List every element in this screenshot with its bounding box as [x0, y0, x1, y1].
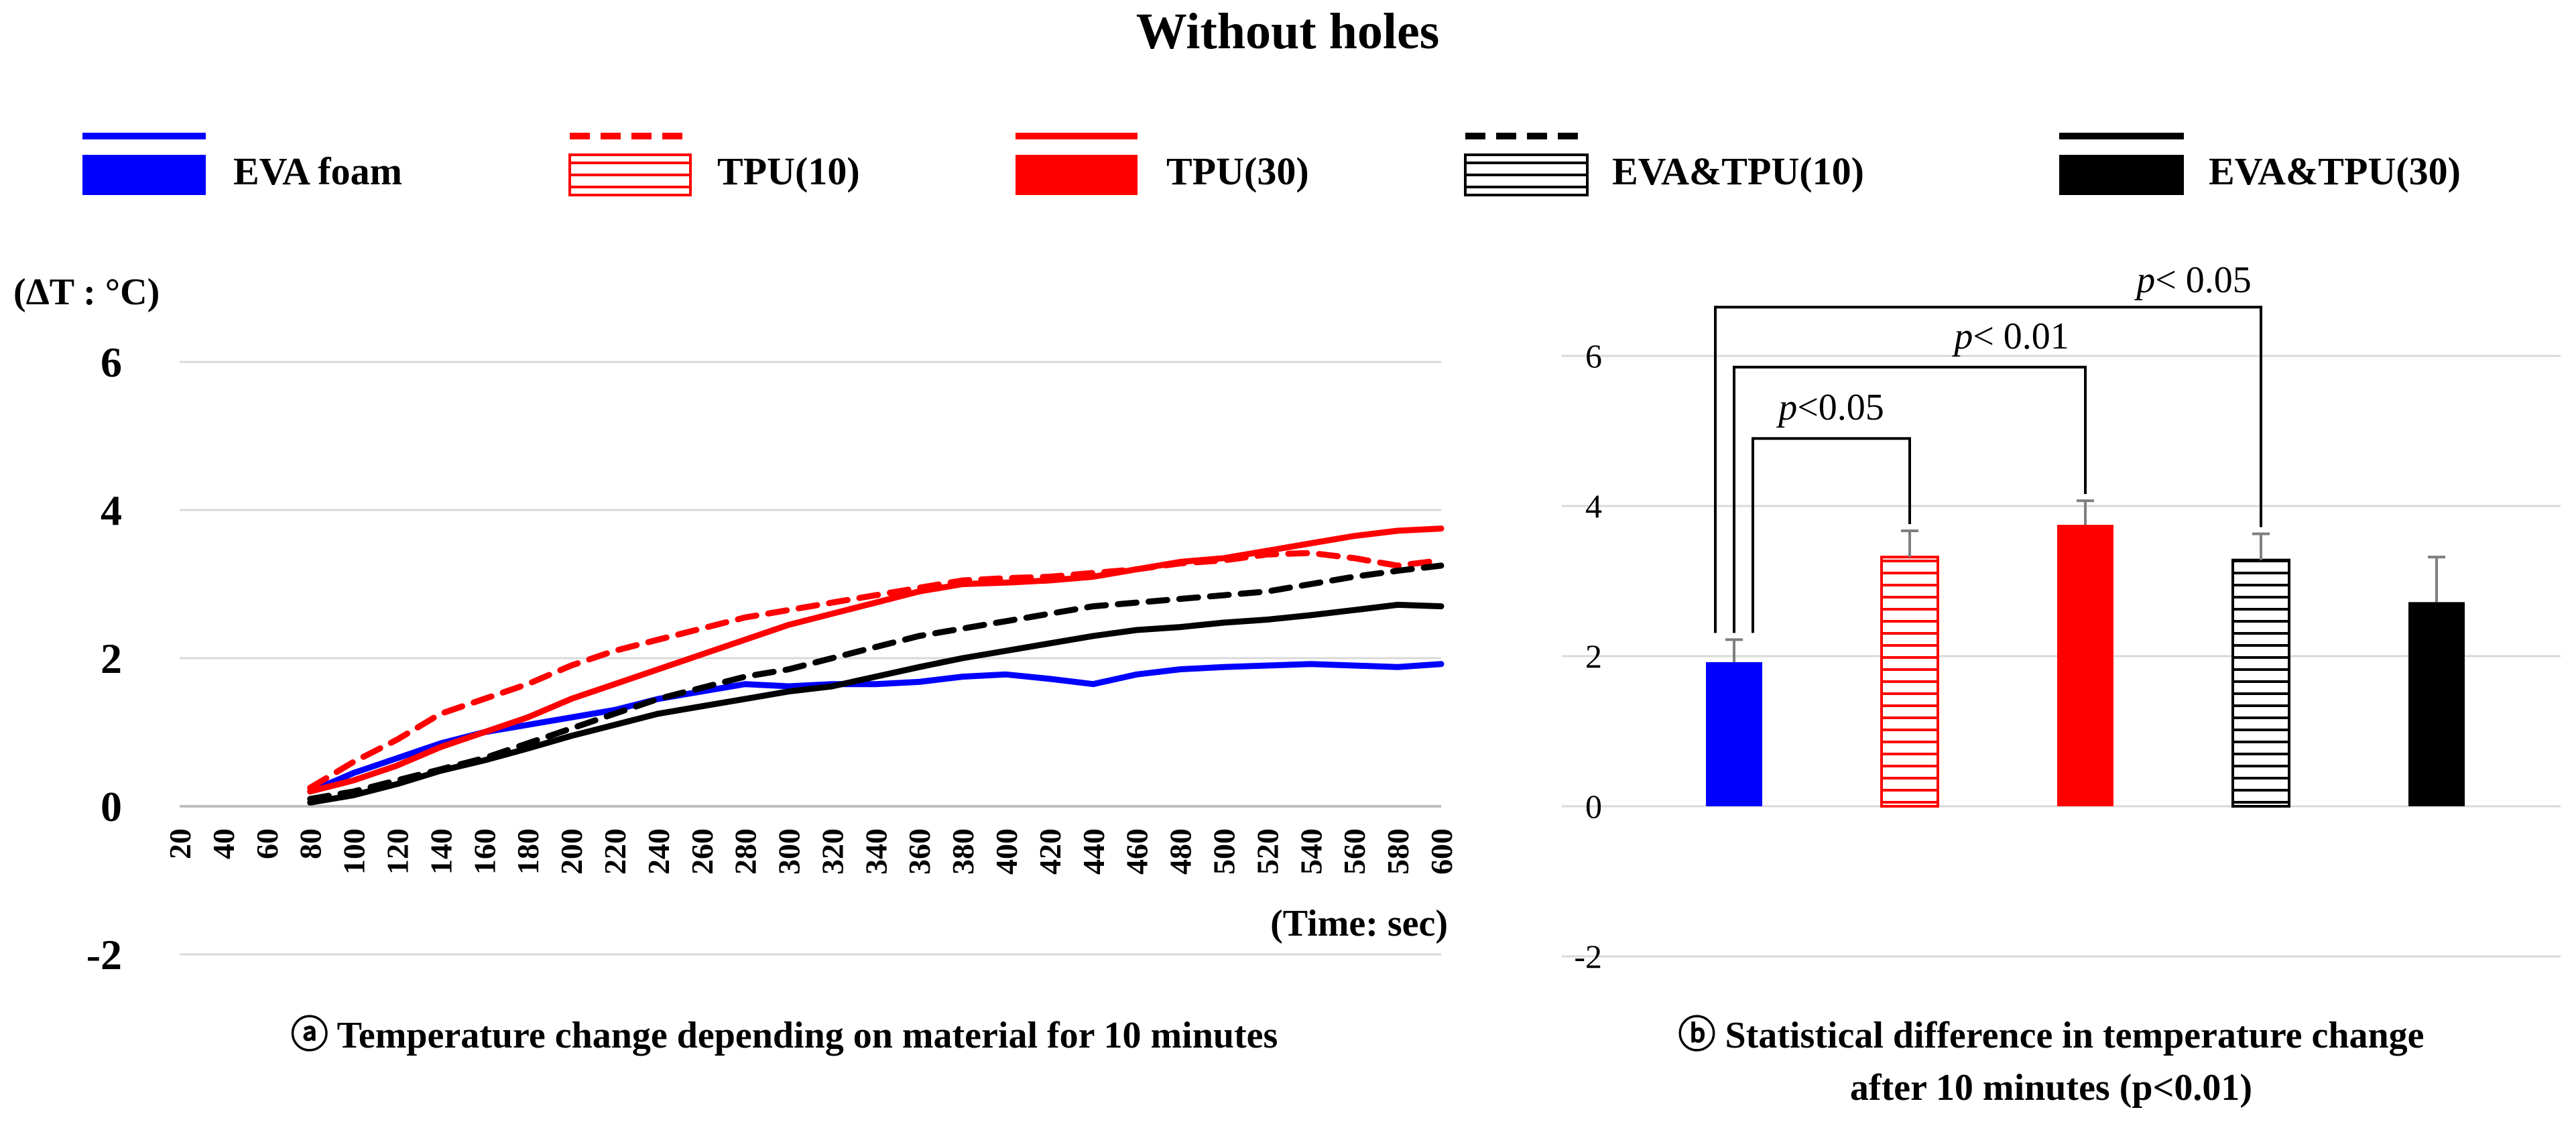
x-tick-label: 60: [250, 828, 284, 859]
line-chart-y-label: (ΔT : °C): [13, 271, 160, 313]
series-line-eva-foam: [307, 661, 1445, 795]
legend-label: TPU(30): [1166, 149, 1309, 193]
x-tick-label: 400: [989, 828, 1024, 875]
significance-bracket: p< 0.01: [1733, 316, 2087, 633]
series-line-eva-tpu-10: [307, 562, 1445, 802]
x-tick-label: 440: [1077, 828, 1111, 875]
x-tick-label: 180: [511, 828, 545, 875]
figure-title: Without holes: [1136, 3, 1440, 60]
y-tick-label: 6: [101, 338, 122, 386]
line-chart-y-tick-labels: 6 4 2 0 -2: [86, 338, 122, 979]
line-chart-x-label: (Time: sec): [1270, 903, 1448, 944]
series-line-tpu-30: [307, 525, 1445, 795]
bar-chart-significance-brackets: p<0.05 p< 0.01 p< 0.05: [1714, 259, 2262, 633]
significance-bracket: p< 0.05: [1714, 259, 2262, 633]
line-chart-caption: ⓐ Temperature change depending on materi…: [291, 1015, 1278, 1056]
x-tick-label: 20: [163, 828, 197, 859]
bar-eva-tpu-10: [2231, 558, 2290, 808]
y-tick-label: -2: [86, 931, 122, 979]
line-chart-series: [307, 525, 1445, 806]
bar-eva-foam: [1706, 662, 1762, 806]
x-tick-label: 420: [1033, 828, 1067, 875]
legend-entry-eva-tpu-10: EVA&TPU(10): [1464, 133, 1864, 196]
x-tick-label: 160: [467, 828, 501, 875]
error-bar: [1901, 529, 1918, 558]
y-tick-label: 6: [1585, 337, 1602, 375]
line-chart-gridlines: [180, 361, 1441, 956]
y-tick-label: 4: [1585, 487, 1602, 525]
y-tick-label: 2: [101, 635, 122, 682]
legend-label: EVA&TPU(30): [2209, 149, 2461, 193]
error-bar: [2077, 499, 2094, 525]
significance-bracket: p<0.05: [1752, 387, 1911, 633]
bar-chart-y-tick-labels: 6 4 2 0 -2: [1574, 337, 1602, 975]
y-tick-label: 0: [1585, 788, 1602, 825]
x-tick-label: 380: [946, 828, 980, 875]
y-tick-label: -2: [1574, 938, 1602, 975]
bar-chart-caption-line-2: after 10 minutes (p<0.01): [1850, 1067, 2252, 1109]
significance-label: p<0.05: [1776, 387, 1884, 428]
error-bar: [1725, 638, 1743, 662]
y-tick-label: 4: [101, 487, 122, 534]
x-tick-label: 80: [294, 828, 328, 859]
x-tick-label: 300: [772, 828, 806, 875]
legend-label: EVA&TPU(10): [1612, 149, 1864, 193]
x-tick-label: 200: [554, 828, 589, 875]
legend-entry-tpu-10: TPU(10): [568, 133, 860, 196]
x-tick-label: 500: [1207, 828, 1241, 875]
legend-bar-swatch: [1464, 153, 1589, 196]
x-tick-label: 340: [859, 828, 893, 875]
x-tick-label: 240: [641, 828, 676, 875]
legend-bar-swatch: [2059, 155, 2184, 195]
series-line-tpu-10: [307, 550, 1445, 791]
bar-tpu-30: [2057, 525, 2113, 806]
bar-chart-caption-line-1: ⓑ Statistical difference in temperature …: [1678, 1015, 2424, 1056]
legend-entry-tpu-30: TPU(30): [1016, 133, 1309, 195]
significance-label: p< 0.05: [2134, 259, 2252, 301]
x-tick-label: 480: [1164, 828, 1198, 875]
series-line-eva-tpu-30: [307, 601, 1445, 806]
bar-eva-tpu-30: [2408, 602, 2465, 806]
x-tick-label: 560: [1337, 828, 1371, 875]
legend-entry-eva-foam: EVA foam: [82, 133, 402, 195]
bar-chart-panel: 6 4 2 0 -2 p<0.05 p< 0.01 p< 0.05 ⓑ Statistica…: [1562, 259, 2561, 1109]
y-tick-label: 2: [1585, 637, 1602, 675]
legend-bar-swatch: [1016, 155, 1138, 195]
x-tick-label: 280: [729, 828, 763, 875]
x-tick-label: 140: [424, 828, 458, 875]
legend-bar-swatch: [82, 155, 206, 195]
line-chart-x-tick-labels: 20 40 60 80 100 120 140 160 180 200 220 240 260 280 30…: [163, 828, 1459, 875]
x-tick-label: 580: [1381, 828, 1415, 875]
legend-label: TPU(10): [717, 149, 860, 193]
bar-chart-bars: [1706, 499, 2465, 808]
x-tick-label: 540: [1294, 828, 1328, 875]
x-tick-label: 100: [337, 828, 371, 875]
error-bar: [2428, 556, 2445, 603]
x-tick-label: 220: [598, 828, 632, 875]
significance-label: p< 0.01: [1951, 316, 2069, 357]
error-bar: [2252, 532, 2270, 560]
legend-label: EVA foam: [233, 149, 402, 193]
x-tick-label: 260: [685, 828, 719, 875]
legend-bar-swatch: [568, 153, 692, 196]
y-tick-label: 0: [101, 783, 122, 830]
bar-tpu-10: [1880, 556, 1939, 808]
x-tick-label: 120: [380, 828, 414, 875]
x-tick-label: 460: [1120, 828, 1154, 875]
legend: EVA foam TPU(10) TPU(30) EVA&TPU(10) EVA…: [82, 133, 2461, 196]
x-tick-label: 360: [902, 828, 936, 875]
legend-entry-eva-tpu-30: EVA&TPU(30): [2059, 133, 2461, 195]
x-tick-label: 600: [1424, 828, 1459, 875]
x-tick-label: 520: [1250, 828, 1284, 875]
x-tick-label: 320: [815, 828, 849, 875]
x-tick-label: 40: [206, 828, 241, 859]
